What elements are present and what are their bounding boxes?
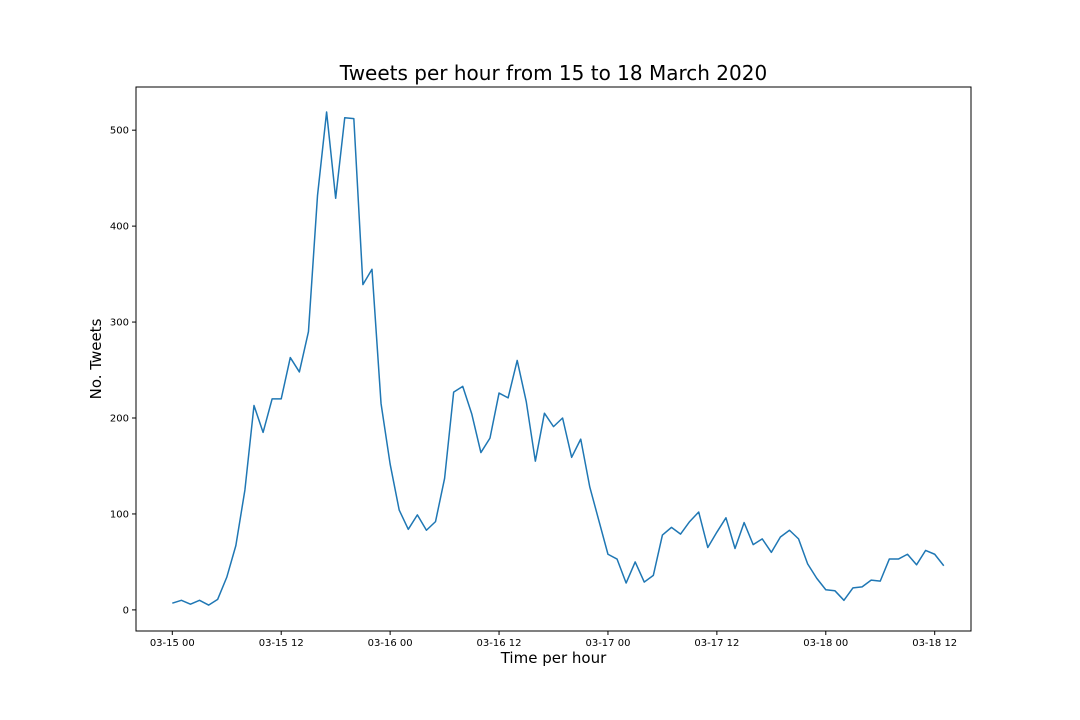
y-tick-label-1: 100 xyxy=(110,509,129,520)
x-tick-label-1: 03-15 12 xyxy=(259,638,304,649)
y-tick-label-5: 500 xyxy=(110,126,129,137)
y-axis: 0 100 200 300 400 500 xyxy=(110,126,136,616)
series-line-0 xyxy=(172,111,945,606)
x-tick-label-5: 03-17 12 xyxy=(694,638,739,649)
y-tick-label-0: 0 xyxy=(123,605,129,616)
x-tick-label-6: 03-18 00 xyxy=(803,638,848,649)
y-tick-label-3: 300 xyxy=(110,318,129,329)
x-tick-label-7: 03-18 12 xyxy=(912,638,957,649)
x-tick-label-3: 03-16 12 xyxy=(477,638,522,649)
plot-layer xyxy=(172,111,945,606)
x-tick-label-2: 03-16 00 xyxy=(368,638,413,649)
x-axis-title: Time per hour xyxy=(500,649,607,667)
x-tick-label-4: 03-17 00 xyxy=(585,638,630,649)
y-tick-label-4: 400 xyxy=(110,222,129,233)
y-axis-title: No. Tweets xyxy=(87,318,105,399)
x-tick-label-0: 03-15 00 xyxy=(150,638,195,649)
chart-title: Tweets per hour from 15 to 18 March 2020 xyxy=(339,61,767,85)
plot-area-frame xyxy=(135,86,972,632)
y-tick-label-2: 200 xyxy=(110,414,129,425)
x-axis: 03-15 00 03-15 12 03-16 00 03-16 12 03-17 00… xyxy=(150,631,957,649)
